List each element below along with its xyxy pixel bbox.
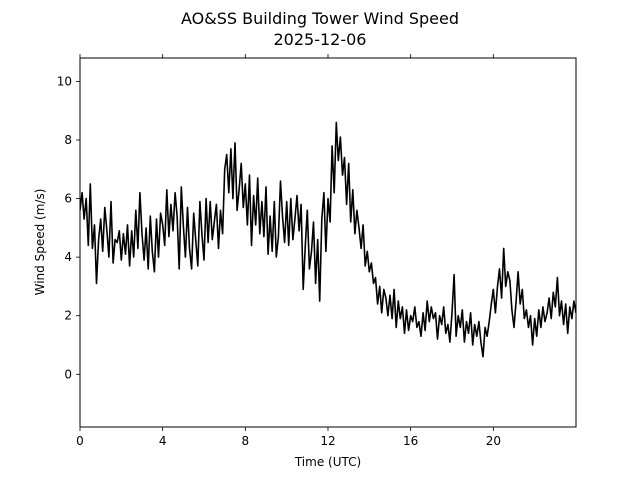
x-tick-label: 8	[242, 434, 250, 448]
series-line-0	[80, 121, 576, 358]
x-tick-label: 20	[486, 434, 501, 448]
x-axis: 0 4 8 12 16 20	[76, 54, 501, 448]
x-tick-label: 4	[159, 434, 167, 448]
x-axis-label: Time (UTC)	[294, 455, 361, 469]
y-axis-label: Wind Speed (m/s)	[33, 189, 47, 296]
chart-subtitle: 2025-12-06	[274, 30, 367, 49]
y-tick-label: 10	[57, 74, 72, 88]
chart-title: AO&SS Building Tower Wind Speed	[181, 9, 459, 28]
x-tick-label: 0	[76, 434, 84, 448]
y-tick-label: 4	[64, 250, 72, 264]
y-tick-label: 6	[64, 192, 72, 206]
y-axis: 0 2 4 6 8 10	[57, 74, 80, 381]
x-tick-label: 12	[320, 434, 335, 448]
y-tick-label: 0	[64, 367, 72, 381]
series-layer	[80, 121, 576, 358]
y-tick-label: 2	[64, 309, 72, 323]
y-tick-label: 8	[64, 133, 72, 147]
x-tick-label: 16	[403, 434, 418, 448]
